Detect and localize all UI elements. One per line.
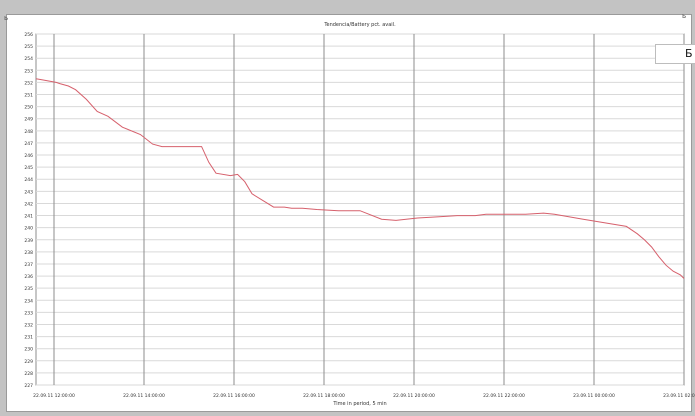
y-tick-label: 248 bbox=[24, 129, 33, 135]
y-tick-label: 241 bbox=[24, 214, 33, 220]
y-tick-label: 253 bbox=[24, 68, 33, 74]
y-tick-label: 231 bbox=[24, 335, 33, 341]
y-tick-label: 243 bbox=[24, 189, 33, 195]
y-tick-label: 247 bbox=[24, 141, 33, 147]
y-tick-label: 245 bbox=[24, 165, 33, 171]
window-corner-mark-left: ь bbox=[4, 14, 9, 22]
y-tick-label: 230 bbox=[24, 347, 33, 353]
y-tick-label: 254 bbox=[24, 56, 33, 62]
y-tick-label: 228 bbox=[24, 371, 33, 377]
x-tick-label: 22.09.11 22:00:00 bbox=[483, 393, 525, 399]
y-tick-label: 256 bbox=[24, 32, 33, 38]
y-tick-label: 246 bbox=[24, 153, 33, 159]
y-tick-label: 227 bbox=[24, 383, 33, 389]
legend: Б bbox=[655, 44, 695, 64]
plot-area bbox=[35, 33, 685, 386]
y-tick-label: 250 bbox=[24, 105, 33, 111]
x-axis-label: Time in period, 5 min bbox=[332, 401, 386, 407]
y-tick-label: 234 bbox=[24, 298, 33, 304]
x-tick-label: 22.09.11 12:00:00 bbox=[33, 393, 75, 399]
x-tick-label: 22.09.11 14:00:00 bbox=[123, 393, 165, 399]
chart-title: Tendencia/Battery pct. avail. bbox=[323, 22, 396, 28]
y-tick-label: 233 bbox=[24, 310, 33, 316]
y-tick-label: 251 bbox=[24, 93, 33, 99]
y-tick-label: 242 bbox=[24, 201, 33, 207]
y-tick-label: 240 bbox=[24, 226, 33, 232]
x-tick-label: 22.09.11 18:00:00 bbox=[303, 393, 345, 399]
window-corner-mark-right: ь bbox=[682, 12, 687, 20]
y-tick-label: 244 bbox=[24, 177, 33, 183]
y-tick-label: 249 bbox=[24, 117, 33, 123]
y-tick-label: 237 bbox=[24, 262, 33, 268]
x-tick-label: 22.09.11 20:00:00 bbox=[393, 393, 435, 399]
y-tick-label: 235 bbox=[24, 286, 33, 292]
x-tick-label: 23.09.11 02:00:00 bbox=[663, 393, 695, 399]
y-tick-label: 229 bbox=[24, 359, 33, 365]
series-line bbox=[35, 78, 685, 279]
legend-label: Б bbox=[685, 47, 693, 60]
y-tick-label: 255 bbox=[24, 44, 33, 50]
x-tick-label: 23.09.11 00:00:00 bbox=[573, 393, 615, 399]
x-tick-label: 22.09.11 16:00:00 bbox=[213, 393, 255, 399]
y-tick-label: 239 bbox=[24, 238, 33, 244]
y-tick-label: 238 bbox=[24, 250, 33, 256]
y-tick-label: 252 bbox=[24, 80, 33, 86]
y-tick-label: 236 bbox=[24, 274, 33, 280]
y-tick-label: 232 bbox=[24, 322, 33, 328]
